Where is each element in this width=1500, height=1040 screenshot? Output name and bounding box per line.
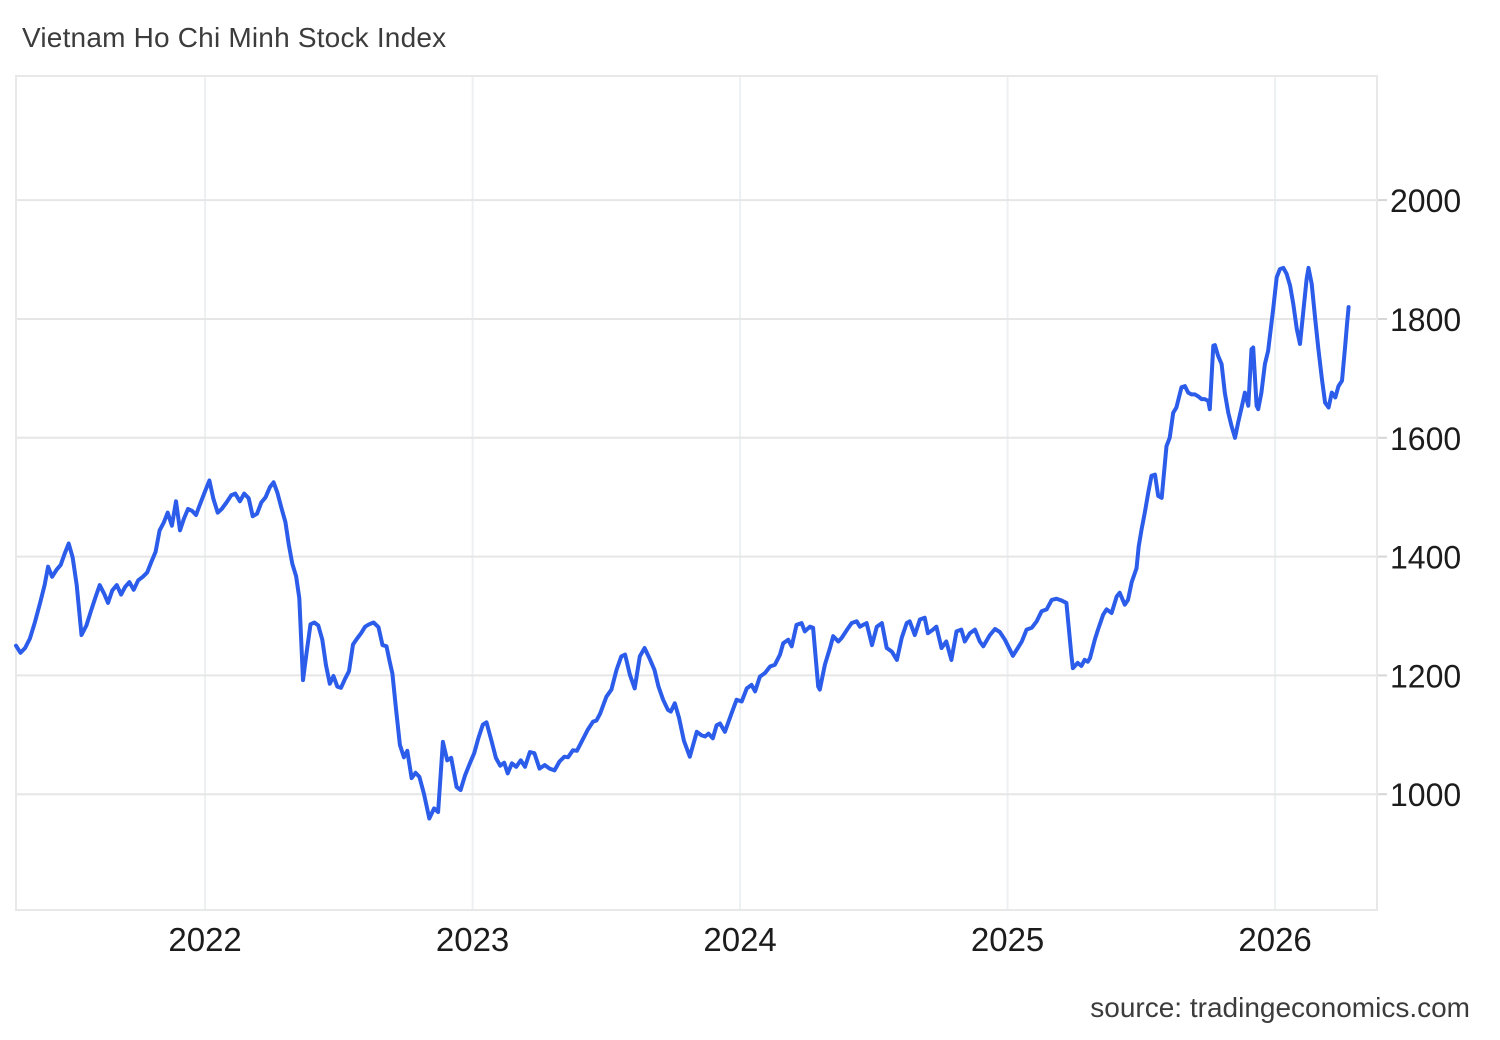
source-credit: source: tradingeconomics.com: [1090, 992, 1470, 1023]
x-axis-label: 2025: [971, 921, 1044, 958]
price-line: [14, 265, 1351, 821]
x-axis-label: 2022: [168, 921, 241, 958]
y-axis-label: 1000: [1390, 777, 1461, 813]
y-axis-label: 2000: [1390, 183, 1461, 219]
x-axis-label: 2026: [1238, 921, 1311, 958]
plot-border: [15, 75, 1378, 911]
chart-title: Vietnam Ho Chi Minh Stock Index: [22, 22, 447, 53]
y-axis-label: 1400: [1390, 540, 1461, 576]
y-axis-label: 1600: [1390, 421, 1461, 457]
y-axis-label: 1200: [1390, 658, 1461, 694]
x-axis-label: 2024: [703, 921, 776, 958]
x-axis-label: 2023: [436, 921, 509, 958]
y-axis-label: 1800: [1390, 302, 1461, 338]
